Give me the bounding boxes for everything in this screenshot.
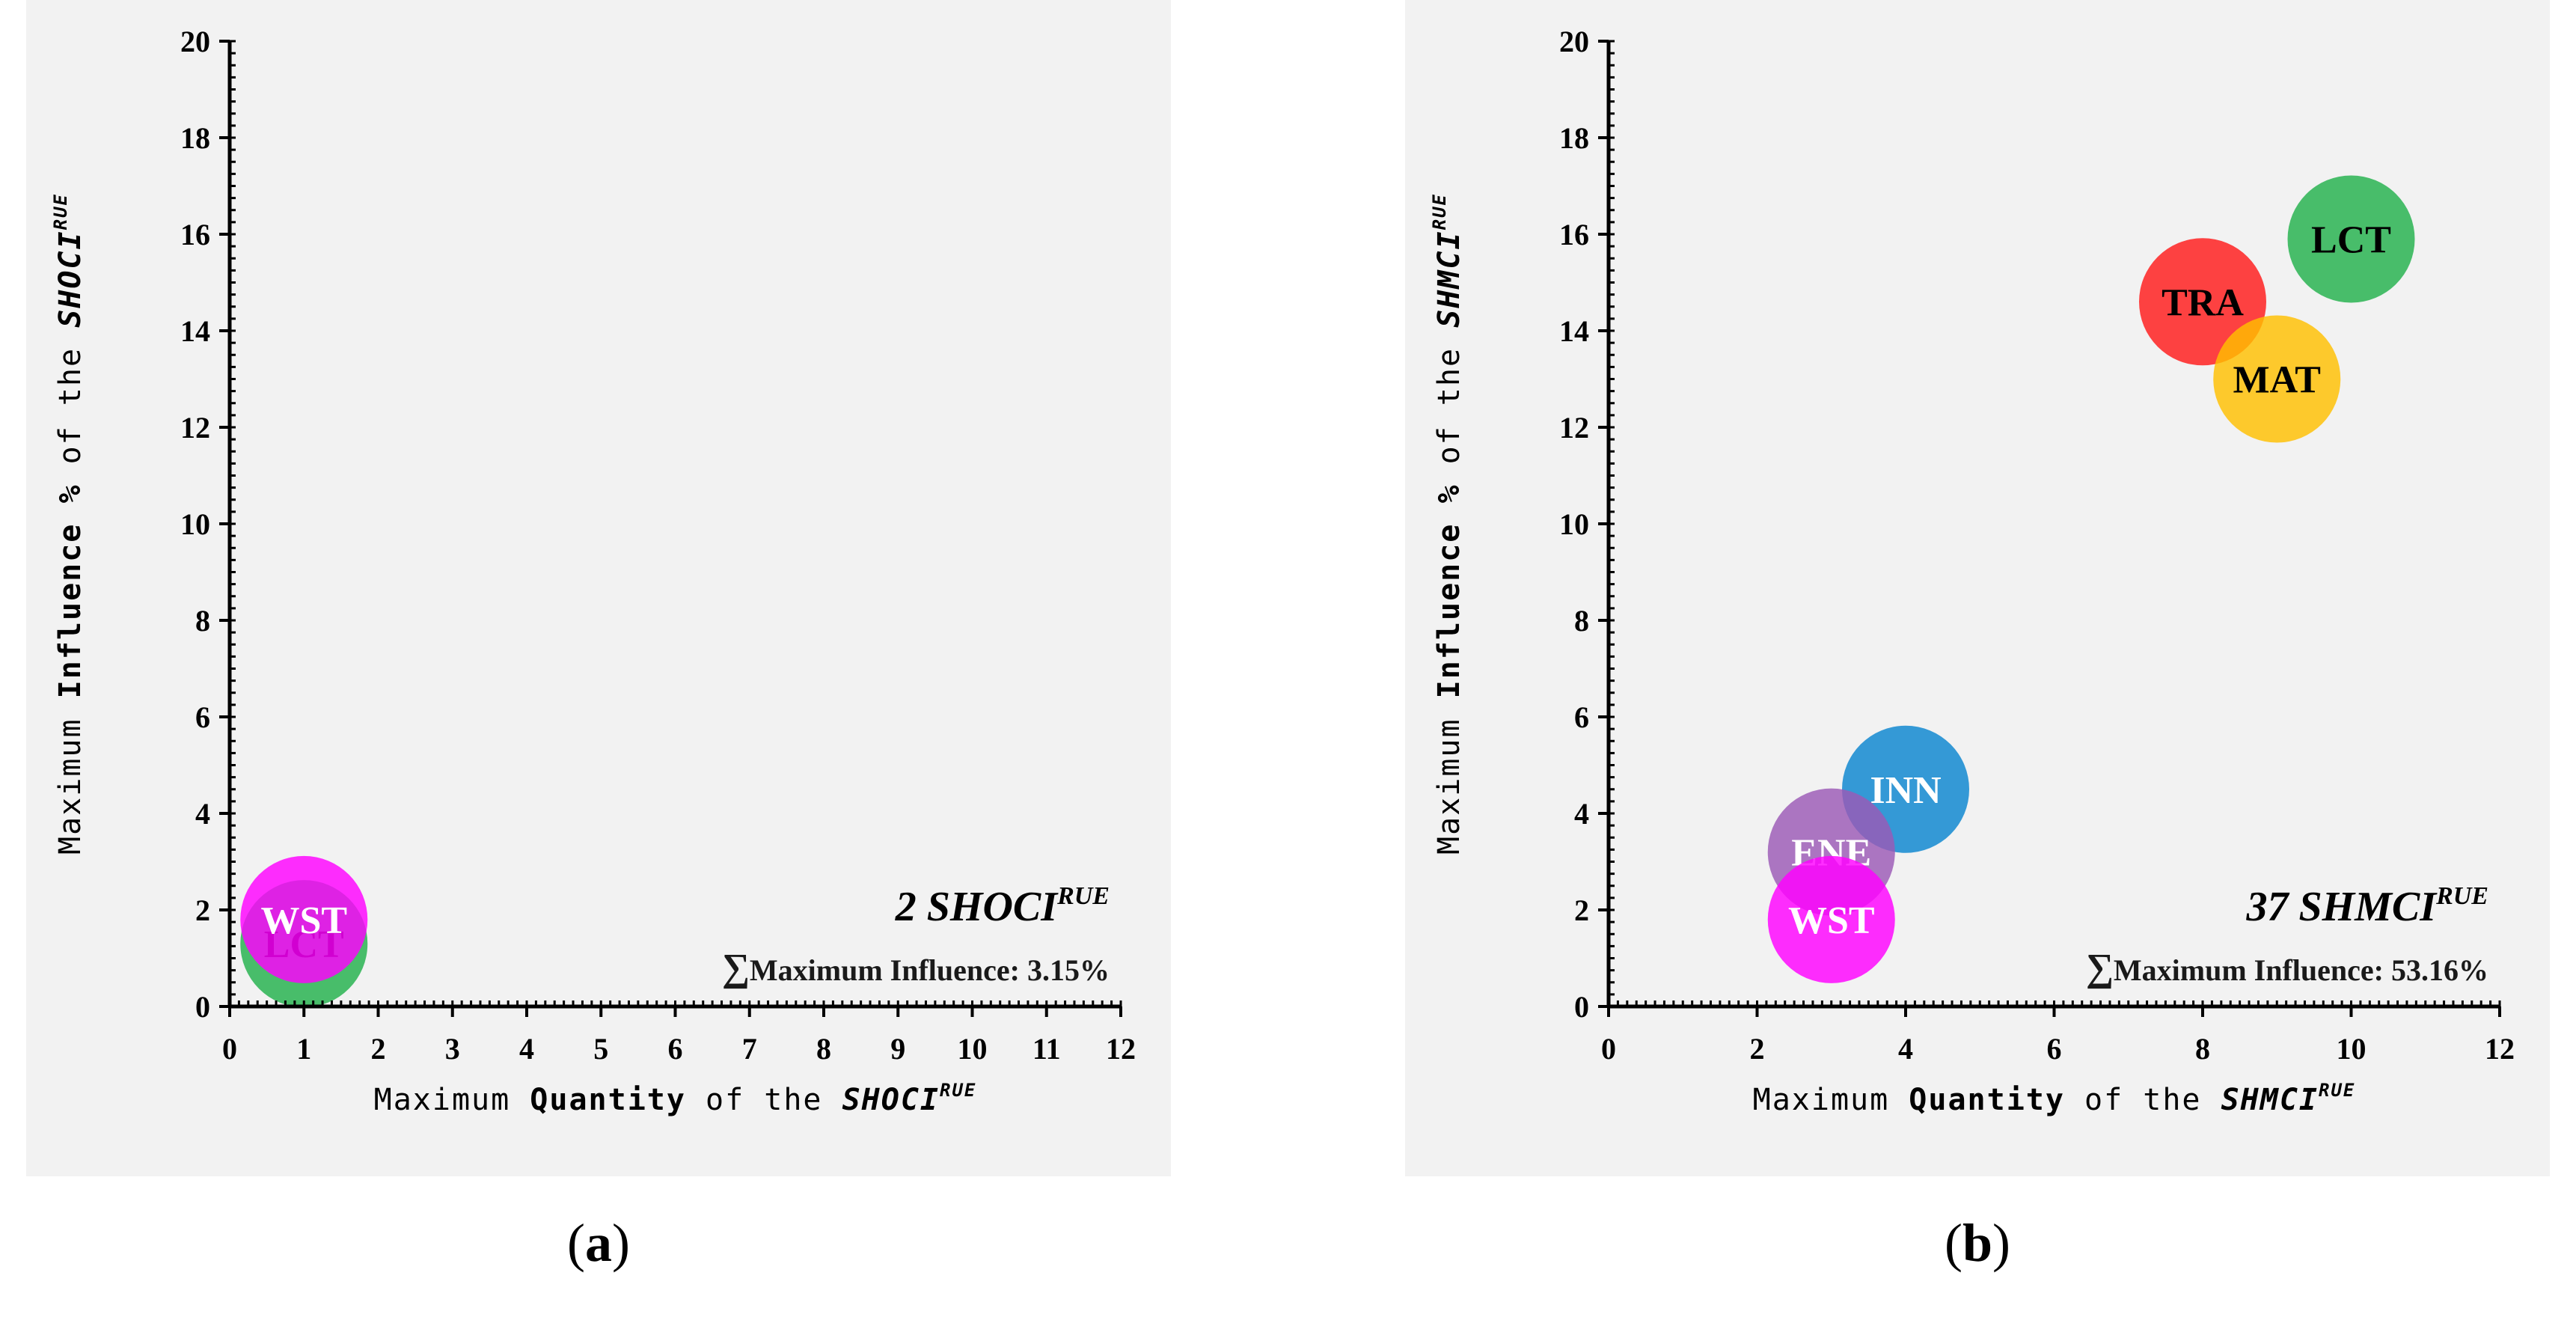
y-tick-label: 2 (195, 893, 210, 927)
x-tick-label: 7 (742, 1032, 757, 1066)
y-tick-label: 8 (195, 604, 210, 638)
bubble-label-inn: INN (1870, 769, 1941, 812)
chart-panel-b: LCT TRA MAT INN ENE WST 0 2 4 6 8 10 12 14 16 18 20 0 2 4 6 8… (1405, 0, 2550, 1326)
chart-panel-a: LCTWST024681012141618200123456789101112M… (26, 0, 1171, 1326)
y-tick-label: 14 (1559, 314, 1589, 348)
x-tick-label: 2 (371, 1032, 386, 1066)
y-tick-label: 16 (180, 218, 210, 251)
panel-label: (b) (1944, 1213, 2010, 1273)
y-tick-label: 0 (195, 990, 210, 1024)
y-tick-label: 14 (180, 314, 210, 348)
y-tick-label: 20 (1559, 25, 1589, 58)
annotation-sum: ∑Maximum Influence: 53.16% (2086, 947, 2488, 989)
y-tick-label: 4 (195, 797, 210, 831)
bubble-wst (1767, 855, 1895, 983)
y-tick-label: 0 (1574, 990, 1589, 1024)
x-tick-label: 8 (2195, 1032, 2210, 1066)
bubble-label-wst: WST (1788, 899, 1875, 942)
bubble-lct (2287, 175, 2415, 303)
x-tick-label: 12 (2485, 1032, 2515, 1066)
bubble-mat (2213, 315, 2341, 443)
x-tick-label: 11 (1032, 1032, 1061, 1066)
x-tick-label: 10 (958, 1032, 988, 1066)
annotation-title: 2 SHOCIRUE (895, 882, 1110, 930)
x-tick-label: 0 (222, 1032, 237, 1066)
bubble-chart-a: LCTWST024681012141618200123456789101112M… (50, 25, 1136, 1117)
annotation-title: 37 SHMCIRUE (2245, 882, 2488, 930)
y-tick-label: 20 (180, 25, 210, 58)
x-tick-label: 6 (668, 1032, 683, 1066)
x-tick-label: 2 (1750, 1032, 1765, 1066)
y-tick-label: 4 (1574, 797, 1589, 831)
x-tick-label: 9 (890, 1032, 905, 1066)
y-tick-label: 2 (1574, 893, 1589, 927)
x-tick-label: 1 (296, 1032, 311, 1066)
y-axis-title: Maximum Influence % of the SHOCIRUE (50, 193, 88, 855)
x-tick-label: 8 (816, 1032, 831, 1066)
bubble-label-mat: MAT (2233, 359, 2321, 402)
bubble-wst (240, 855, 368, 983)
y-axis-title: Maximum Influence % of the SHMCIRUE (1429, 193, 1466, 855)
y-tick-label: 18 (1559, 121, 1589, 155)
y-tick-label: 12 (1559, 411, 1589, 444)
x-tick-label: 6 (2047, 1032, 2062, 1066)
y-tick-label: 16 (1559, 218, 1589, 251)
y-tick-label: 6 (1574, 700, 1589, 734)
x-axis-title: Maximum Quantity of the SHMCIRUE (1753, 1080, 2356, 1117)
x-axis-title: Maximum Quantity of the SHOCIRUE (374, 1080, 977, 1117)
x-tick-label: 12 (1106, 1032, 1136, 1066)
x-tick-label: 4 (1898, 1032, 1913, 1066)
plot-background (26, 0, 1171, 1176)
annotation-sum: ∑Maximum Influence: 3.15% (722, 947, 1110, 989)
y-tick-label: 8 (1574, 604, 1589, 638)
x-tick-label: 3 (445, 1032, 460, 1066)
x-tick-label: 10 (2337, 1032, 2367, 1066)
y-tick-label: 10 (1559, 507, 1589, 541)
bubble-label-wst: WST (260, 899, 347, 942)
x-tick-label: 4 (519, 1032, 534, 1066)
panel-label: (a) (567, 1213, 630, 1273)
x-tick-label: 5 (593, 1032, 608, 1066)
x-tick-label: 0 (1601, 1032, 1616, 1066)
y-tick-label: 18 (180, 121, 210, 155)
y-tick-label: 12 (180, 411, 210, 444)
y-tick-label: 6 (195, 700, 210, 734)
y-tick-label: 10 (180, 507, 210, 541)
bubble-label-lct: LCT (2311, 219, 2391, 261)
bubble-label-tra: TRA (2162, 281, 2244, 324)
